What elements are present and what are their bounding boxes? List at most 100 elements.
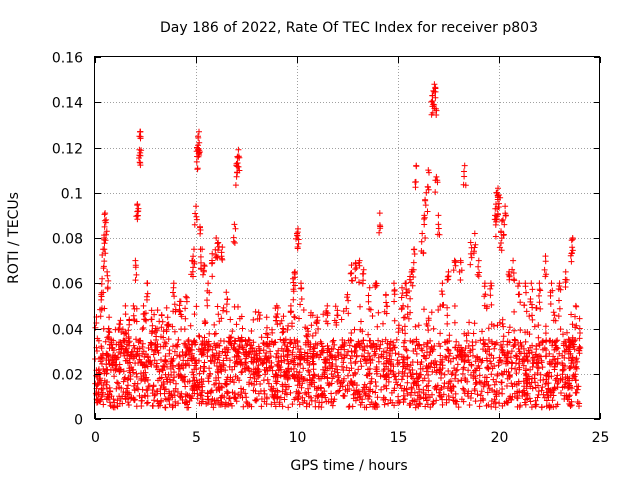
data-point [425, 378, 432, 384]
data-point [517, 339, 524, 346]
data-point [213, 363, 220, 369]
data-point [186, 397, 193, 404]
data-point [498, 370, 505, 377]
data-point [494, 372, 501, 379]
data-point [134, 350, 141, 357]
data-point [514, 393, 521, 399]
data-point [527, 366, 534, 373]
data-point [185, 347, 192, 354]
data-point [300, 307, 307, 313]
data-point [556, 305, 563, 312]
data-point [439, 401, 446, 408]
data-point [425, 372, 432, 378]
data-point [556, 350, 563, 357]
data-point [577, 345, 584, 351]
data-point [467, 261, 474, 268]
data-point [357, 303, 363, 310]
data-point [282, 371, 289, 378]
data-point [322, 394, 329, 401]
data-point [243, 342, 250, 349]
data-point [490, 376, 497, 383]
data-point [263, 314, 270, 321]
data-point [114, 397, 121, 404]
data-point [102, 219, 109, 226]
data-point [197, 253, 204, 260]
data-point [104, 272, 111, 279]
data-point [357, 401, 364, 408]
data-point [263, 364, 270, 371]
data-point [207, 370, 214, 377]
data-point [573, 322, 580, 329]
data-point [472, 241, 479, 248]
data-point [467, 239, 474, 246]
data-point [406, 276, 413, 283]
data-point [412, 184, 419, 191]
data-point [498, 247, 505, 254]
data-point [260, 340, 267, 346]
data-point [360, 277, 367, 284]
data-point [568, 398, 575, 405]
data-point [194, 390, 201, 397]
data-point [378, 386, 385, 393]
data-point [421, 221, 428, 228]
data-point [429, 109, 436, 116]
data-point [293, 235, 299, 242]
data-point [132, 277, 139, 284]
data-point [543, 403, 550, 410]
data-point [456, 268, 463, 275]
data-point [156, 375, 163, 382]
data-point [131, 305, 138, 312]
data-point [517, 327, 524, 334]
data-point [415, 403, 422, 410]
data-point [150, 403, 156, 409]
data-point [208, 401, 215, 408]
data-point [286, 368, 293, 375]
data-point [576, 315, 583, 322]
data-point [345, 404, 352, 410]
data-point [148, 346, 155, 353]
data-point [235, 153, 242, 160]
data-point [169, 404, 176, 411]
data-point [290, 359, 297, 366]
data-point [277, 372, 284, 379]
data-point [485, 382, 492, 389]
data-point [177, 311, 184, 318]
data-point [272, 339, 279, 346]
data-point [157, 386, 164, 392]
y-tick-label: 0.04 [52, 323, 83, 339]
data-point [503, 355, 510, 361]
data-point [239, 325, 246, 332]
data-point [132, 262, 139, 269]
data-point [103, 357, 110, 363]
data-point [141, 316, 148, 323]
data-point [192, 210, 199, 217]
data-point [499, 390, 506, 397]
data-point [352, 390, 359, 397]
data-point [122, 374, 128, 381]
data-point [134, 202, 141, 209]
data-point [252, 366, 259, 373]
data-point [488, 282, 495, 289]
data-point [109, 345, 116, 351]
data-point [532, 384, 539, 391]
data-point [340, 392, 347, 399]
data-point [310, 353, 317, 360]
data-point [106, 314, 113, 321]
data-point [242, 360, 249, 367]
data-point [476, 269, 483, 276]
data-point [378, 353, 385, 360]
data-point [149, 328, 156, 335]
data-point [559, 366, 566, 373]
data-point [197, 365, 204, 371]
data-point [383, 363, 390, 370]
data-point [551, 356, 558, 363]
data-point [457, 259, 464, 266]
y-tick-label: 0.14 [52, 96, 83, 112]
data-point [523, 289, 529, 296]
data-point [153, 344, 160, 351]
data-point [416, 386, 423, 393]
data-point [280, 325, 287, 332]
data-point [412, 178, 419, 185]
data-point [287, 389, 294, 396]
data-point [445, 346, 452, 353]
